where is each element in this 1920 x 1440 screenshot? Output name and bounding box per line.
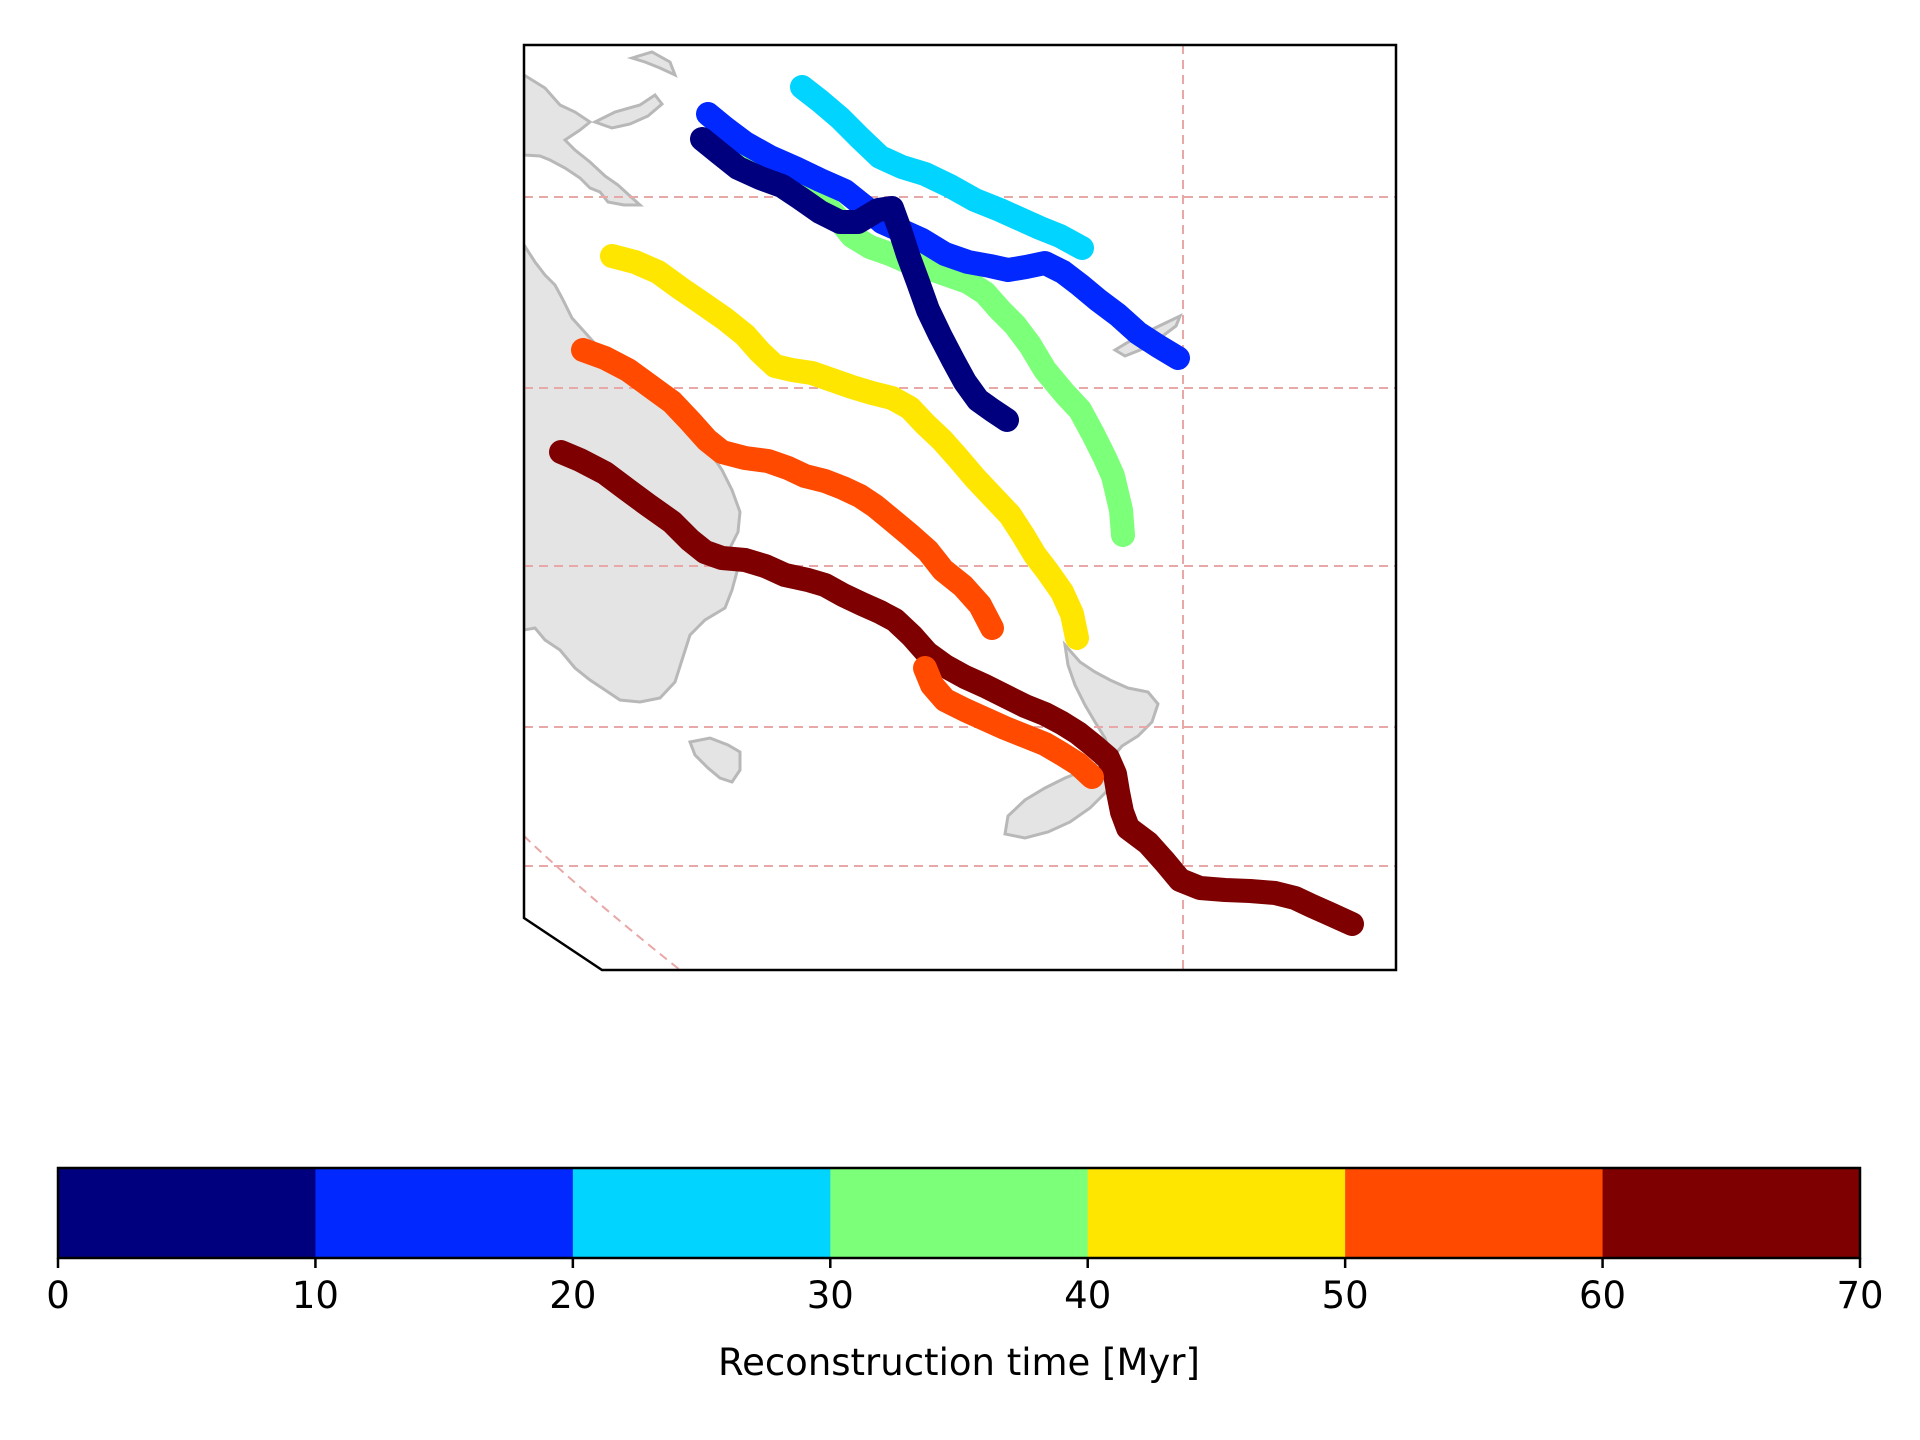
colorbar-frame: [56, 1166, 1862, 1260]
colorbar-segment: [315, 1168, 574, 1258]
tracks: [549, 75, 1364, 936]
colorbar-tick-label: 20: [549, 1274, 596, 1317]
gridline-lon-2: [524, 835, 681, 970]
land-masses: [524, 50, 1183, 840]
new-guinea-land: [524, 72, 644, 207]
track-60-70-myr: [549, 440, 1364, 936]
colorbar-segment: [58, 1168, 316, 1258]
colorbar-ticks: 0 10 20 30 40 50 60 70: [46, 1258, 1884, 1317]
track-40-50-myr: [600, 244, 1089, 650]
colorbar: 0 10 20 30 40 50 60 70 Reconstruction time [Myr…: [46, 1166, 1884, 1384]
map-frame: [522, 43, 1398, 972]
colorbar-segment: [830, 1168, 1089, 1258]
track-0-10-myr: [690, 127, 1019, 432]
map-panel: [524, 45, 1396, 970]
colorbar-segment: [572, 1168, 831, 1258]
colorbar-tick-label: 60: [1579, 1274, 1626, 1317]
tasmania-land: [687, 736, 742, 784]
track-20-30-myr: [790, 75, 1094, 260]
colorbar-label: Reconstruction time [Myr]: [718, 1341, 1200, 1384]
new-zealand-north-land: [1062, 640, 1160, 761]
colorbar-segment: [1602, 1168, 1861, 1258]
colorbar-segments: [58, 1168, 1861, 1258]
colorbar-tick-label: 70: [1836, 1274, 1883, 1317]
colorbar-segment: [1345, 1168, 1604, 1258]
colorbar-segment: [1087, 1168, 1346, 1258]
colorbar-tick-label: 0: [46, 1274, 70, 1317]
colorbar-tick-label: 30: [807, 1274, 854, 1317]
new-britain-land: [591, 92, 665, 130]
colorbar-tick-label: 40: [1064, 1274, 1111, 1317]
track-50-60-myr: [571, 338, 1004, 640]
track-50-60-myr-south: [913, 656, 1104, 789]
colorbar-tick-label: 50: [1322, 1274, 1369, 1317]
colorbar-tick-label: 10: [292, 1274, 339, 1317]
new-ireland-land: [626, 50, 678, 78]
track-10-20-myr: [696, 102, 1190, 370]
